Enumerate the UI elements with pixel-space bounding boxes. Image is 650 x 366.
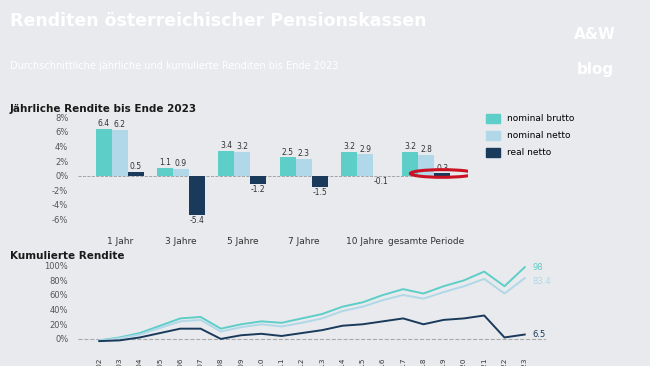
Bar [280,157,296,176]
Polygon shape [468,54,650,99]
Text: 6.4: 6.4 [98,119,110,128]
Text: -5.4: -5.4 [190,216,204,225]
Bar [173,169,189,176]
Text: 2.9: 2.9 [359,145,371,154]
Bar [434,173,450,176]
Bar [127,172,144,176]
Text: 0.5: 0.5 [129,162,142,171]
Bar [250,176,266,184]
Text: 2.8: 2.8 [421,145,432,154]
Bar [218,151,235,176]
Text: 6.2: 6.2 [114,120,125,130]
Text: 2.5: 2.5 [281,147,294,157]
Text: -1.5: -1.5 [312,187,327,197]
Bar [357,154,373,176]
Text: Kumulierte Rendite: Kumulierte Rendite [10,251,124,261]
Bar [419,155,434,176]
Text: A&W: A&W [574,27,616,42]
Bar [341,152,357,176]
Text: 0.9: 0.9 [175,159,187,168]
Text: 1.1: 1.1 [159,158,171,167]
Text: 3.4: 3.4 [220,141,233,150]
Bar [189,176,205,215]
Bar [402,152,419,176]
Text: 3.2: 3.2 [343,142,355,152]
Text: 83.4: 83.4 [533,277,551,285]
Text: 3.2: 3.2 [404,142,417,152]
Text: blog: blog [577,63,614,78]
Text: Jährliche Rendite bis Ende 2023: Jährliche Rendite bis Ende 2023 [10,104,197,114]
Bar [157,168,173,176]
Bar [112,130,127,176]
Bar [296,159,311,176]
Text: Durchschnittliche jährliche und kumulierte Renditen bis Ende 2023: Durchschnittliche jährliche und kumulier… [10,61,338,71]
Text: 6.5: 6.5 [533,330,546,339]
Bar [96,129,112,176]
Text: 0.3: 0.3 [436,164,448,173]
Text: 3.2: 3.2 [237,142,248,152]
Bar [235,152,250,176]
Text: -1.2: -1.2 [251,185,266,194]
Text: -0.1: -0.1 [374,177,388,186]
Text: 2.3: 2.3 [298,149,309,158]
Legend: nominal brutto, nominal netto, real netto: nominal brutto, nominal netto, real nett… [484,112,576,159]
Text: Renditen österreichischer Pensionskassen: Renditen österreichischer Pensionskassen [10,12,426,30]
Text: 98: 98 [533,263,543,272]
Bar [311,176,328,187]
